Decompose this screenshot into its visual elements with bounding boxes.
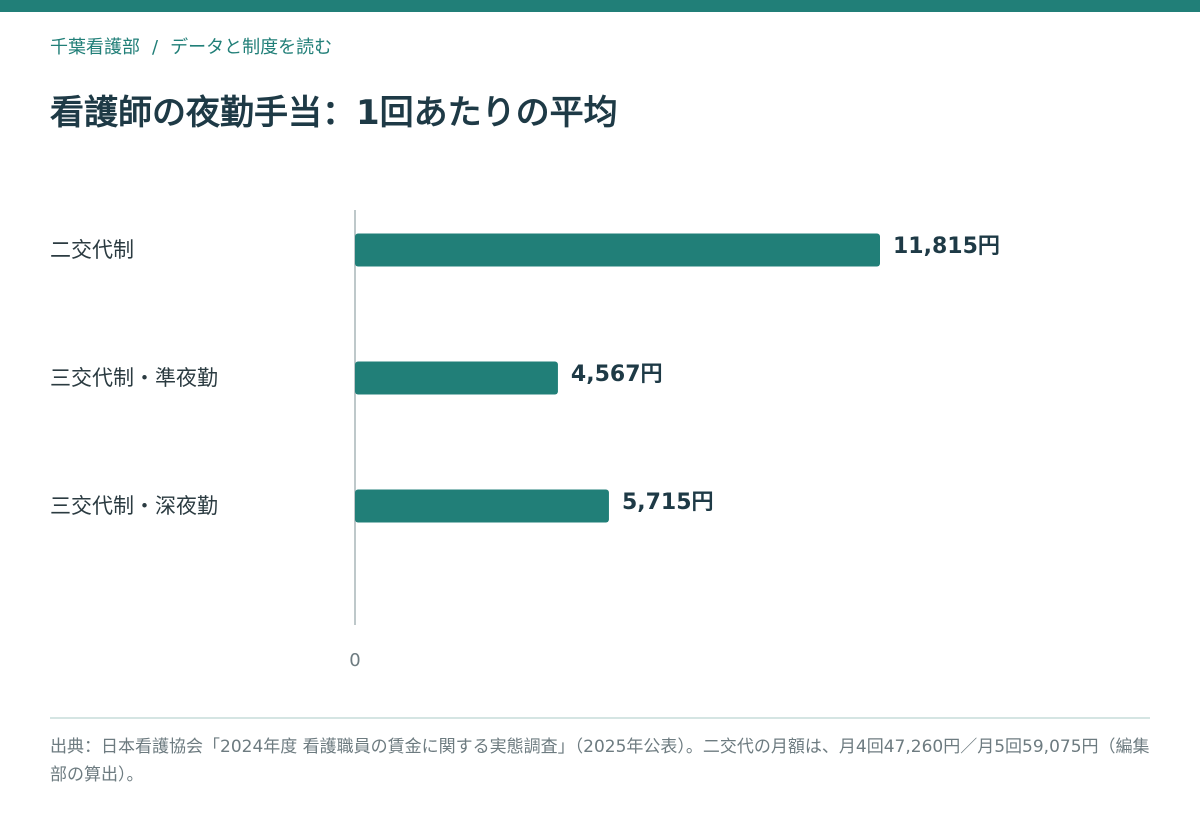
divider <box>50 717 1150 719</box>
breadcrumb-section-link[interactable]: データと制度を読む <box>170 37 333 58</box>
category-label: 二交代制 <box>50 238 134 262</box>
value-label: 4,567円 <box>571 362 663 387</box>
x-tick-label: 0 <box>349 650 360 671</box>
category-label: 三交代制・準夜勤 <box>50 366 218 390</box>
page-title: 看護師の夜勤手当：1回あたりの平均 <box>50 93 618 133</box>
category-label: 三交代制・深夜勤 <box>50 494 218 518</box>
source-note: 出典：日本看護協会「2024年度 看護職員の賃金に関する実態調査」（2025年公… <box>50 737 1150 785</box>
bar <box>355 233 880 267</box>
bar <box>355 489 609 523</box>
breadcrumb-site-link[interactable]: 千葉看護部 <box>50 37 140 58</box>
value-label: 5,715円 <box>622 490 714 515</box>
breadcrumb-separator: / <box>152 37 159 58</box>
top-accent-band <box>0 0 1200 12</box>
bar <box>355 361 558 395</box>
breadcrumb: 千葉看護部 / データと制度を読む <box>50 33 332 59</box>
value-label: 11,815円 <box>893 234 1000 259</box>
